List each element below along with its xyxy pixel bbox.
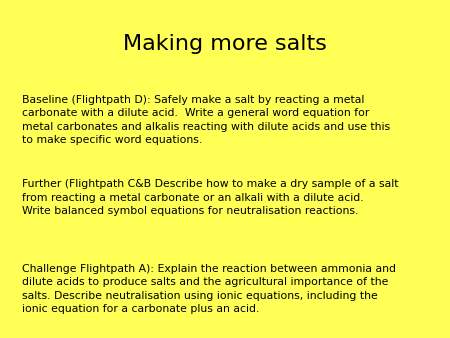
Text: Further (Flightpath C&B Describe how to make a dry sample of a salt
from reactin: Further (Flightpath C&B Describe how to …	[22, 179, 399, 216]
Text: Making more salts: Making more salts	[123, 34, 327, 54]
Text: Challenge Flightpath A): Explain the reaction between ammonia and
dilute acids t: Challenge Flightpath A): Explain the rea…	[22, 264, 396, 314]
Text: Baseline (Flightpath D): Safely make a salt by reacting a metal
carbonate with a: Baseline (Flightpath D): Safely make a s…	[22, 95, 391, 145]
